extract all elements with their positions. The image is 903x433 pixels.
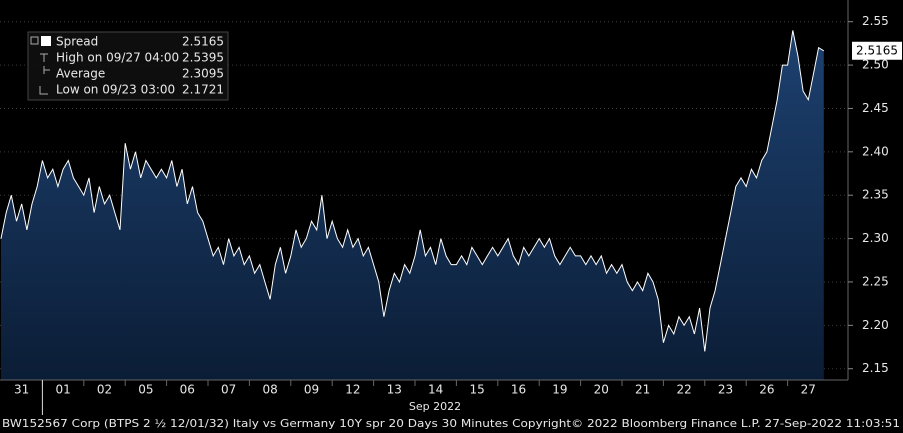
footer: BW152567 Corp (BTPS 2 ½ 12/01/32) Italy …: [2, 417, 900, 430]
x-tick-label: 14: [428, 383, 443, 397]
x-tick-label: 07: [221, 383, 236, 397]
x-tick-label: 16: [511, 383, 526, 397]
y-tick-label: 2.30: [862, 231, 889, 245]
x-tick-label: 27: [801, 383, 816, 397]
x-tick-label: 21: [635, 383, 650, 397]
x-tick-label: 23: [718, 383, 733, 397]
x-tick-label: 01: [55, 383, 70, 397]
y-tick-label: 2.15: [862, 361, 889, 375]
legend: Spread High on 09/27 04:00 Average Low o…: [27, 31, 229, 101]
x-tick-label: 20: [594, 383, 609, 397]
x-tick-label: 19: [552, 383, 567, 397]
y-tick-label: 2.35: [862, 188, 889, 202]
x-tick-label: 05: [138, 383, 153, 397]
x-tick-label: 08: [262, 383, 277, 397]
y-tick-label: 2.20: [862, 318, 889, 332]
x-tick-label: 31: [14, 383, 29, 397]
legend-value: 2.5395: [182, 51, 224, 65]
legend-collapse[interactable]: [30, 36, 39, 45]
legend-label: Average: [56, 67, 105, 81]
y-tick-label: 2.40: [862, 144, 889, 158]
x-tick-label: 06: [180, 383, 195, 397]
x-tick-label: 09: [304, 383, 319, 397]
y-tick-label: 2.50: [862, 58, 889, 72]
legend-label: Low on 09/23 03:00: [56, 83, 175, 97]
x-tick-label: 13: [387, 383, 402, 397]
x-tick-label: 12: [345, 383, 360, 397]
plot-area: [0, 21, 848, 381]
legend-value: 2.5165: [182, 35, 224, 49]
legend-icons: [39, 53, 50, 95]
legend-box: [27, 31, 229, 101]
area: [1, 30, 824, 381]
x-tick-label: 02: [97, 383, 112, 397]
line: [0, 30, 825, 352]
y-tick-label: 2.25: [862, 274, 889, 288]
x-axis-label: Sep 2022: [409, 400, 461, 413]
x-tick-label: 15: [469, 383, 484, 397]
x-tick-label: 26: [759, 383, 774, 397]
last-value-tag: [852, 41, 902, 60]
last-value-label: 2.5165: [856, 43, 898, 57]
legend-label: High on 09/27 04:00: [56, 51, 179, 65]
legend-value: 2.1721: [182, 83, 224, 97]
x-tick-label: 22: [676, 383, 691, 397]
y-tick-label: 2.55: [862, 14, 889, 28]
legend-value: 2.3095: [182, 67, 224, 81]
legend-label: Spread: [56, 35, 98, 49]
y-tick-label: 2.45: [862, 101, 889, 115]
legend-swatch: [41, 36, 51, 46]
